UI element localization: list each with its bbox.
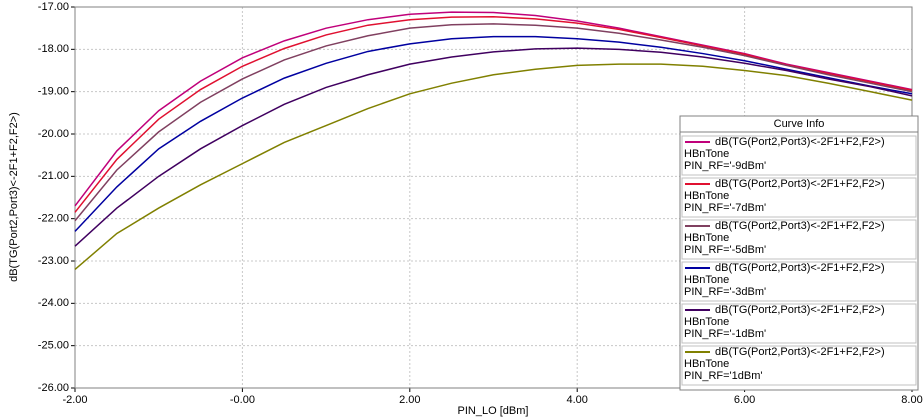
y-axis-label: dB(TG(Port2,Port3)<-2F1+F2,F2>) <box>8 112 20 282</box>
y-tick-label: -19.00 <box>38 86 69 98</box>
y-tick-label: -20.00 <box>38 128 69 140</box>
legend-series-name: dB(TG(Port2,Port3)<-2F1+F2,F2>) <box>715 304 885 316</box>
legend-entry-box <box>681 135 917 176</box>
y-tick-label: -23.00 <box>38 255 69 267</box>
legend-entry-box <box>681 303 917 344</box>
legend-entry-box <box>681 261 917 302</box>
legend-setup: HBnTone <box>684 358 729 370</box>
legend-variation: PIN_RF='-7dBm' <box>684 202 766 214</box>
series-line <box>74 47 913 247</box>
x-tick-label: -0.00 <box>230 394 255 406</box>
x-tick-label: 2.00 <box>399 394 420 406</box>
legend-setup: HBnTone <box>684 232 729 244</box>
x-axis-label: PIN_LO [dBm] <box>458 405 529 417</box>
legend-title: Curve Info <box>774 118 825 130</box>
legend-series-name: dB(TG(Port2,Port3)<-2F1+F2,F2>) <box>715 178 885 190</box>
legend-series-name: dB(TG(Port2,Port3)<-2F1+F2,F2>) <box>715 136 885 148</box>
legend-variation: PIN_RF='-5dBm' <box>684 244 766 256</box>
y-tick-label: -22.00 <box>38 213 69 225</box>
x-tick-label: 6.00 <box>734 394 755 406</box>
series-line <box>74 23 913 222</box>
legend-entry-box <box>681 219 917 260</box>
legend-variation: PIN_RF='-3dBm' <box>684 286 766 298</box>
legend-series-name: dB(TG(Port2,Port3)<-2F1+F2,F2>) <box>715 262 885 274</box>
series-line <box>74 63 913 271</box>
legend-setup: HBnTone <box>684 148 729 160</box>
legend-setup: HBnTone <box>684 190 729 202</box>
legend-variation: PIN_RF='-1dBm' <box>684 328 766 340</box>
series-line <box>74 11 913 207</box>
legend-variation: PIN_RF='1dBm' <box>684 370 762 382</box>
y-tick-label: -18.00 <box>38 43 69 55</box>
legend-entry-box <box>681 345 917 386</box>
x-tick-label: 8.00 <box>901 394 922 406</box>
y-tick-label: -26.00 <box>38 382 69 394</box>
legend-series-name: dB(TG(Port2,Port3)<-2F1+F2,F2>) <box>715 346 885 358</box>
y-tick-label: -21.00 <box>38 170 69 182</box>
y-tick-label: -17.00 <box>38 1 69 13</box>
x-tick-label: -2.00 <box>62 394 87 406</box>
legend-box <box>679 115 919 391</box>
legend-entry-box <box>681 177 917 218</box>
x-tick-label: 4.00 <box>566 394 587 406</box>
legend-variation: PIN_RF='-9dBm' <box>684 160 766 172</box>
series-line <box>74 35 913 232</box>
y-tick-label: -24.00 <box>38 297 69 309</box>
legend-setup: HBnTone <box>684 274 729 286</box>
legend-series-name: dB(TG(Port2,Port3)<-2F1+F2,F2>) <box>715 220 885 232</box>
legend-setup: HBnTone <box>684 316 729 328</box>
y-tick-label: -25.00 <box>38 340 69 352</box>
